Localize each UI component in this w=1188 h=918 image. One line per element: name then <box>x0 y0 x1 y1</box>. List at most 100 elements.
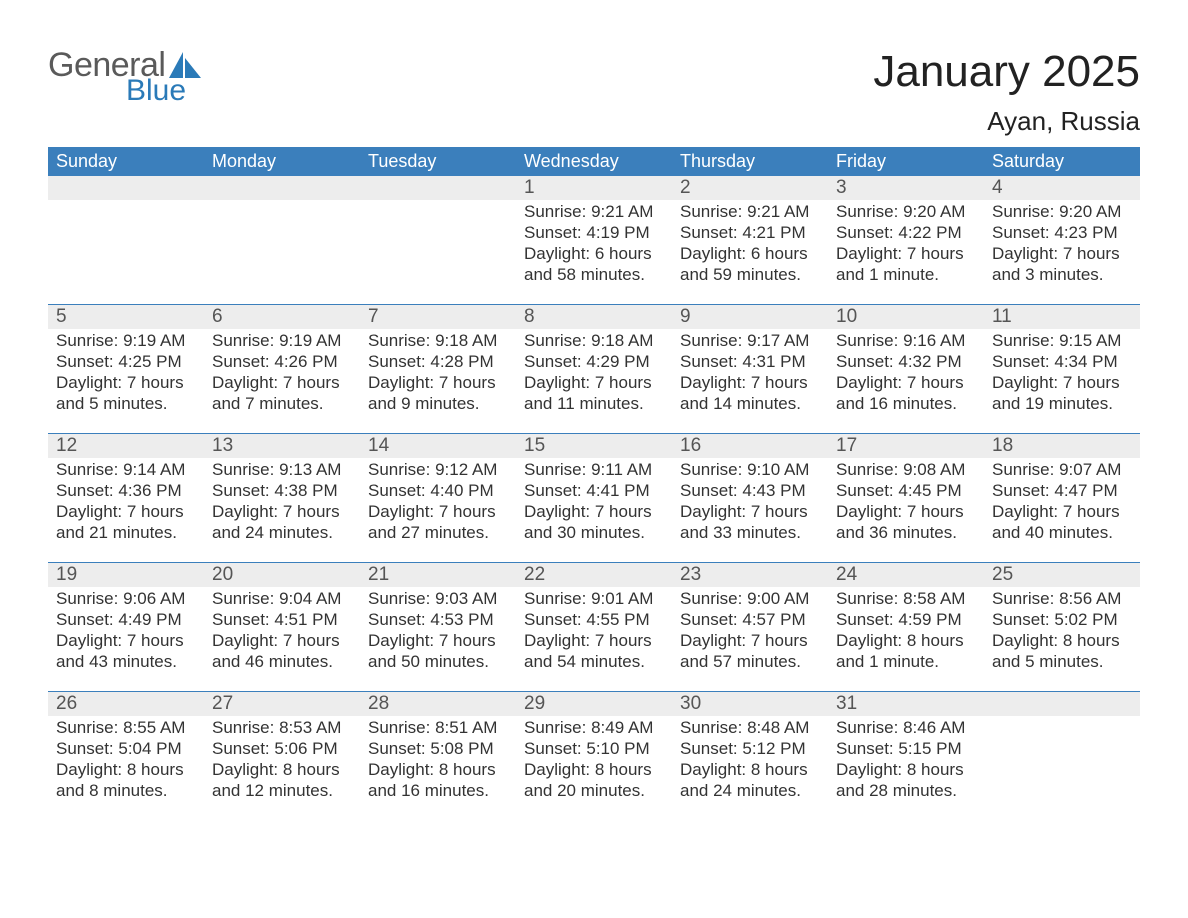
day-number: 24 <box>828 563 984 587</box>
week-row: 5Sunrise: 9:19 AMSunset: 4:25 PMDaylight… <box>48 304 1140 433</box>
day-daylight2: and 28 minutes. <box>836 781 976 802</box>
day-sunrise: Sunrise: 9:16 AM <box>836 331 976 352</box>
day-cell: 5Sunrise: 9:19 AMSunset: 4:25 PMDaylight… <box>48 305 204 433</box>
day-sunset: Sunset: 5:15 PM <box>836 739 976 760</box>
day-body <box>204 200 360 210</box>
weekday-header: Friday <box>828 147 984 176</box>
day-number: 27 <box>204 692 360 716</box>
day-daylight1: Daylight: 8 hours <box>836 760 976 781</box>
day-number: 16 <box>672 434 828 458</box>
day-sunrise: Sunrise: 9:18 AM <box>524 331 664 352</box>
weekday-header: Tuesday <box>360 147 516 176</box>
day-sunset: Sunset: 4:51 PM <box>212 610 352 631</box>
day-daylight1: Daylight: 7 hours <box>368 373 508 394</box>
day-sunset: Sunset: 5:04 PM <box>56 739 196 760</box>
day-body: Sunrise: 9:03 AMSunset: 4:53 PMDaylight:… <box>360 587 516 680</box>
day-daylight1: Daylight: 8 hours <box>836 631 976 652</box>
day-body: Sunrise: 8:58 AMSunset: 4:59 PMDaylight:… <box>828 587 984 680</box>
day-body: Sunrise: 9:13 AMSunset: 4:38 PMDaylight:… <box>204 458 360 551</box>
day-number: 29 <box>516 692 672 716</box>
day-daylight1: Daylight: 6 hours <box>680 244 820 265</box>
day-daylight2: and 20 minutes. <box>524 781 664 802</box>
day-daylight1: Daylight: 8 hours <box>368 760 508 781</box>
weekday-header: Thursday <box>672 147 828 176</box>
day-sunset: Sunset: 4:47 PM <box>992 481 1132 502</box>
day-number: 8 <box>516 305 672 329</box>
day-daylight2: and 8 minutes. <box>56 781 196 802</box>
day-daylight2: and 43 minutes. <box>56 652 196 673</box>
day-cell: 19Sunrise: 9:06 AMSunset: 4:49 PMDayligh… <box>48 563 204 691</box>
day-sunset: Sunset: 4:28 PM <box>368 352 508 373</box>
day-daylight1: Daylight: 7 hours <box>680 502 820 523</box>
day-sunrise: Sunrise: 9:07 AM <box>992 460 1132 481</box>
day-daylight2: and 1 minute. <box>836 265 976 286</box>
day-daylight1: Daylight: 7 hours <box>836 244 976 265</box>
day-sunrise: Sunrise: 9:06 AM <box>56 589 196 610</box>
day-daylight1: Daylight: 7 hours <box>524 502 664 523</box>
day-daylight2: and 5 minutes. <box>56 394 196 415</box>
weekday-header-row: SundayMondayTuesdayWednesdayThursdayFrid… <box>48 147 1140 176</box>
day-sunset: Sunset: 4:36 PM <box>56 481 196 502</box>
day-daylight2: and 59 minutes. <box>680 265 820 286</box>
day-daylight1: Daylight: 7 hours <box>212 631 352 652</box>
day-body: Sunrise: 9:11 AMSunset: 4:41 PMDaylight:… <box>516 458 672 551</box>
day-sunrise: Sunrise: 9:15 AM <box>992 331 1132 352</box>
day-number: 19 <box>48 563 204 587</box>
day-sunrise: Sunrise: 9:03 AM <box>368 589 508 610</box>
day-sunrise: Sunrise: 8:56 AM <box>992 589 1132 610</box>
day-sunset: Sunset: 4:41 PM <box>524 481 664 502</box>
brand-logo: General Blue <box>48 48 203 106</box>
day-daylight1: Daylight: 6 hours <box>524 244 664 265</box>
day-body: Sunrise: 9:04 AMSunset: 4:51 PMDaylight:… <box>204 587 360 680</box>
day-cell: 29Sunrise: 8:49 AMSunset: 5:10 PMDayligh… <box>516 692 672 820</box>
day-number: 18 <box>984 434 1140 458</box>
day-body: Sunrise: 8:55 AMSunset: 5:04 PMDaylight:… <box>48 716 204 809</box>
day-sunrise: Sunrise: 9:00 AM <box>680 589 820 610</box>
day-daylight2: and 11 minutes. <box>524 394 664 415</box>
day-sunrise: Sunrise: 9:21 AM <box>680 202 820 223</box>
day-daylight1: Daylight: 8 hours <box>524 760 664 781</box>
day-sunrise: Sunrise: 9:12 AM <box>368 460 508 481</box>
day-sunrise: Sunrise: 9:13 AM <box>212 460 352 481</box>
day-daylight2: and 27 minutes. <box>368 523 508 544</box>
day-daylight2: and 9 minutes. <box>368 394 508 415</box>
day-cell: 22Sunrise: 9:01 AMSunset: 4:55 PMDayligh… <box>516 563 672 691</box>
day-daylight2: and 16 minutes. <box>368 781 508 802</box>
day-number: 7 <box>360 305 516 329</box>
day-body: Sunrise: 8:56 AMSunset: 5:02 PMDaylight:… <box>984 587 1140 680</box>
day-cell: 23Sunrise: 9:00 AMSunset: 4:57 PMDayligh… <box>672 563 828 691</box>
day-daylight2: and 57 minutes. <box>680 652 820 673</box>
day-cell: 9Sunrise: 9:17 AMSunset: 4:31 PMDaylight… <box>672 305 828 433</box>
day-body: Sunrise: 9:14 AMSunset: 4:36 PMDaylight:… <box>48 458 204 551</box>
day-cell <box>48 176 204 304</box>
day-body: Sunrise: 9:20 AMSunset: 4:22 PMDaylight:… <box>828 200 984 293</box>
day-body: Sunrise: 9:21 AMSunset: 4:21 PMDaylight:… <box>672 200 828 293</box>
day-body: Sunrise: 9:01 AMSunset: 4:55 PMDaylight:… <box>516 587 672 680</box>
weekday-header: Saturday <box>984 147 1140 176</box>
day-number: 23 <box>672 563 828 587</box>
day-body: Sunrise: 8:51 AMSunset: 5:08 PMDaylight:… <box>360 716 516 809</box>
day-sunset: Sunset: 4:59 PM <box>836 610 976 631</box>
day-cell: 25Sunrise: 8:56 AMSunset: 5:02 PMDayligh… <box>984 563 1140 691</box>
day-sunset: Sunset: 5:06 PM <box>212 739 352 760</box>
day-daylight2: and 40 minutes. <box>992 523 1132 544</box>
day-cell: 12Sunrise: 9:14 AMSunset: 4:36 PMDayligh… <box>48 434 204 562</box>
day-cell: 4Sunrise: 9:20 AMSunset: 4:23 PMDaylight… <box>984 176 1140 304</box>
day-daylight2: and 46 minutes. <box>212 652 352 673</box>
day-body: Sunrise: 9:12 AMSunset: 4:40 PMDaylight:… <box>360 458 516 551</box>
day-sunset: Sunset: 4:22 PM <box>836 223 976 244</box>
day-sunset: Sunset: 4:43 PM <box>680 481 820 502</box>
day-cell: 15Sunrise: 9:11 AMSunset: 4:41 PMDayligh… <box>516 434 672 562</box>
day-cell: 18Sunrise: 9:07 AMSunset: 4:47 PMDayligh… <box>984 434 1140 562</box>
day-cell: 3Sunrise: 9:20 AMSunset: 4:22 PMDaylight… <box>828 176 984 304</box>
day-number <box>48 176 204 200</box>
day-sunset: Sunset: 4:19 PM <box>524 223 664 244</box>
day-sunset: Sunset: 4:23 PM <box>992 223 1132 244</box>
day-daylight2: and 36 minutes. <box>836 523 976 544</box>
day-daylight2: and 14 minutes. <box>680 394 820 415</box>
header: General Blue January 2025 Ayan, Russia <box>48 48 1140 137</box>
day-sunrise: Sunrise: 9:17 AM <box>680 331 820 352</box>
day-cell: 27Sunrise: 8:53 AMSunset: 5:06 PMDayligh… <box>204 692 360 820</box>
day-cell: 20Sunrise: 9:04 AMSunset: 4:51 PMDayligh… <box>204 563 360 691</box>
day-daylight1: Daylight: 7 hours <box>56 631 196 652</box>
